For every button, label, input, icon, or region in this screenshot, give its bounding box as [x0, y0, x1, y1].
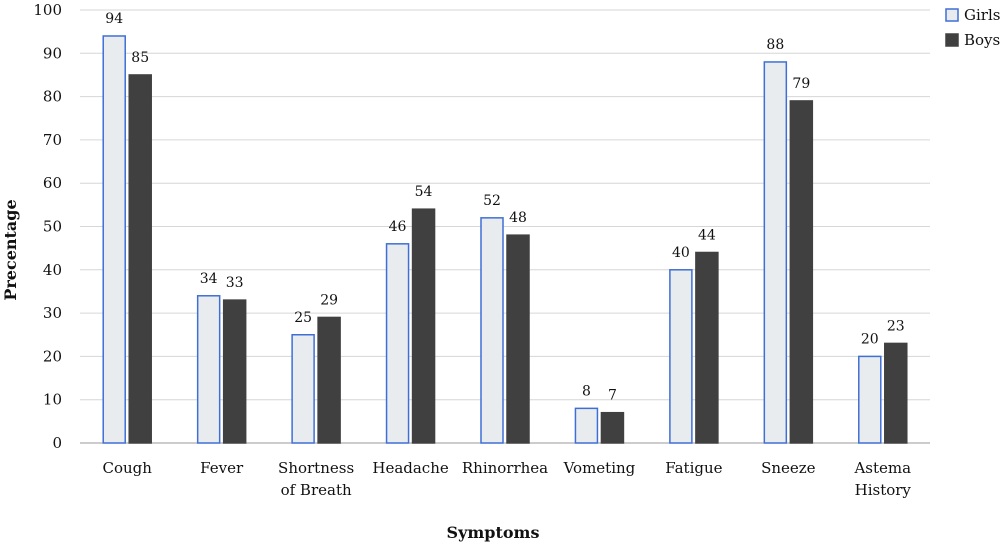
data-label: 29 — [320, 292, 338, 308]
data-labels: 94 85 34 33 25 29 46 54 52 48 8 7 40 44 88 79 20 23 — [105, 11, 904, 404]
bar-girls — [385, 243, 410, 444]
legend-label: Girls — [964, 6, 1000, 24]
category-label: Fever — [200, 459, 244, 477]
legend-swatch-boys — [945, 33, 959, 47]
bar-girls — [196, 295, 221, 444]
category-label: Rhinorrhea — [462, 459, 548, 477]
category-label: Astema — [853, 459, 911, 477]
y-tick-label: 20 — [43, 347, 62, 365]
category-label: Sneeze — [761, 459, 816, 477]
legend-label: Boys — [964, 31, 1000, 49]
y-axis-title: Precentage — [1, 199, 20, 300]
data-label: 48 — [509, 210, 527, 226]
bar-boys — [317, 316, 341, 444]
bar-boys — [600, 411, 625, 444]
y-tick-label: 30 — [43, 304, 62, 322]
bar-girls — [763, 61, 788, 444]
bar-boys — [884, 342, 908, 444]
y-tick-label: 90 — [43, 44, 62, 62]
bars — [102, 35, 908, 444]
data-label: 23 — [887, 318, 905, 334]
y-tick-label: 40 — [43, 261, 62, 279]
bar-boys — [222, 299, 247, 444]
bar-girls — [291, 334, 315, 444]
data-label: 25 — [294, 310, 312, 326]
bar-boys — [128, 74, 152, 444]
y-tick-label: 100 — [33, 1, 62, 19]
category-label: Fatigue — [665, 459, 722, 477]
x-axis-title: Symptoms — [447, 523, 540, 542]
data-label: 94 — [105, 11, 123, 27]
data-label: 79 — [792, 76, 810, 92]
y-tick-label: 0 — [52, 434, 62, 452]
data-label: 85 — [131, 50, 149, 66]
legend-swatch-girls — [945, 8, 959, 22]
gridlines — [80, 9, 930, 444]
category-label: History — [855, 481, 912, 499]
bar-boys — [506, 234, 530, 444]
y-tick-label: 50 — [43, 218, 62, 236]
bar-boys — [695, 251, 719, 444]
bar-girls — [669, 269, 693, 444]
y-tick-label: 80 — [43, 88, 62, 106]
x-axis-categories: Cough Fever Shortness of Breath Headache Rhin… — [103, 459, 912, 499]
data-label: 40 — [672, 245, 690, 261]
category-label: of Breath — [281, 481, 352, 499]
category-label: Headache — [372, 459, 449, 477]
bar-girls — [858, 355, 882, 444]
data-label: 52 — [483, 193, 501, 209]
data-label: 34 — [200, 271, 218, 287]
bar-girls — [102, 35, 126, 444]
data-label: 7 — [608, 388, 617, 404]
data-label: 44 — [698, 227, 716, 243]
y-axis-ticks: 0 10 20 30 40 50 60 70 80 90 100 — [33, 1, 62, 452]
y-tick-label: 70 — [43, 131, 62, 149]
legend: Girls Boys — [945, 6, 1000, 49]
data-label: 54 — [415, 184, 433, 200]
category-label: Cough — [103, 459, 153, 477]
data-label: 20 — [861, 331, 879, 347]
y-tick-label: 10 — [43, 391, 62, 409]
bar-boys — [411, 208, 436, 444]
bar-girls — [480, 217, 504, 444]
category-label: Vometing — [563, 459, 636, 477]
data-label: 8 — [582, 383, 591, 399]
bar-girls — [574, 407, 599, 444]
y-tick-label: 60 — [43, 174, 62, 192]
data-label: 88 — [766, 37, 784, 53]
category-label: Shortness — [278, 459, 354, 477]
bar-boys — [789, 100, 814, 444]
data-label: 46 — [389, 219, 407, 235]
data-label: 33 — [226, 275, 244, 291]
